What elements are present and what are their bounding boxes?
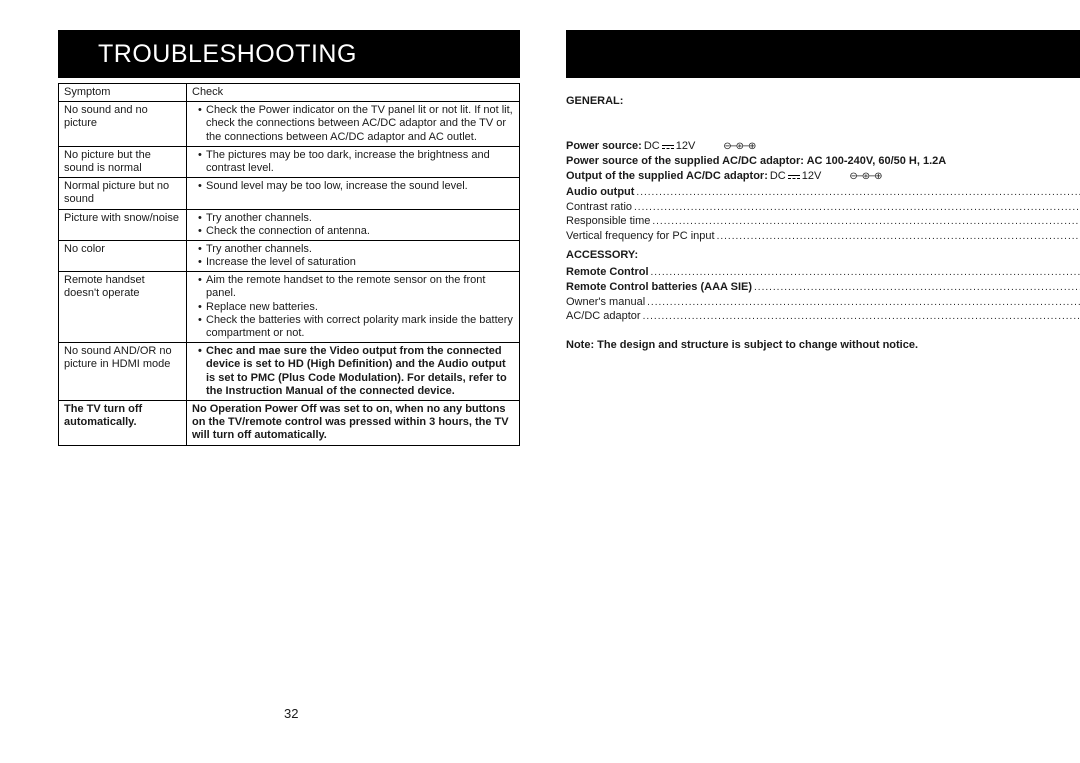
check-cell: Chec and mae sure the Video output from … — [187, 343, 520, 401]
check-item: Aim the remote handset to the remote sen… — [198, 274, 514, 300]
check-item: Increase the level of saturation — [198, 256, 514, 269]
dot-leader — [632, 201, 1080, 215]
power-source-volt: 12V — [676, 139, 696, 154]
check-item: Replace new batteries. — [198, 301, 514, 314]
adaptor-output-label: Output of the supplied AC/DC adaptor: — [566, 169, 768, 184]
spec-line: Remote Control1 pc — [566, 265, 1080, 280]
note-line: Note: The design and structure is subjec… — [566, 338, 1080, 353]
dot-leader — [715, 230, 1080, 244]
spec-line: AC/DC adaptor1 pc — [566, 309, 1080, 324]
dot-leader — [641, 310, 1080, 324]
spec-label: Remote Control — [566, 265, 649, 280]
adaptor-source-text: Power source of the supplied AC/DC adapt… — [566, 154, 946, 169]
left-column: TROUBLESHOOTING SymptomCheckNo sound and… — [58, 30, 520, 446]
symptom-cell: No sound and no picture — [59, 102, 187, 147]
check-item: The pictures may be too dark, increase t… — [198, 149, 514, 175]
spec-label: Owner's manual — [566, 295, 645, 310]
spec-label: Vertical frequency for PC input — [566, 229, 715, 244]
check-item: Check the batteries with correct polarit… — [198, 314, 514, 340]
troubleshooting-table: SymptomCheckNo sound and no picture Check… — [58, 83, 520, 446]
check-item: Sound level may be too low, increase the… — [198, 180, 514, 193]
right-content: GENERAL: Power source: DC 12V ⊖─⊛─⊕ Powe… — [566, 94, 1080, 353]
table-row: No sound AND/OR no picture in HDMI modeC… — [59, 343, 520, 401]
table-row: No picture but the sound is normal The pi… — [59, 146, 520, 177]
check-cell: Aim the remote handset to the remote sen… — [187, 272, 520, 343]
dot-leader — [650, 215, 1080, 229]
table-row: The TV turn off automatically.No Operati… — [59, 400, 520, 445]
dot-leader — [752, 281, 1080, 295]
right-column: GENERAL: Power source: DC 12V ⊖─⊛─⊕ Powe… — [566, 30, 1080, 446]
symptom-cell: No color — [59, 240, 187, 271]
spec-line: Contrast ratio400:1 — [566, 200, 1080, 215]
page-number: 32 — [284, 706, 298, 721]
spec-label: AC/DC adaptor — [566, 309, 641, 324]
check-cell: Check the Power indicator on the TV pane… — [187, 102, 520, 147]
header-troubleshooting: TROUBLESHOOTING — [58, 30, 520, 78]
check-cell: Sound level may be too low, increase the… — [187, 178, 520, 209]
check-cell: Try another channels.Increase the level … — [187, 240, 520, 271]
spec-line: Owner's manual1 set — [566, 295, 1080, 310]
header-blank — [566, 30, 1080, 78]
table-row: Remote handset doesn't operate Aim the re… — [59, 272, 520, 343]
check-cell: No Operation Power Off was set to on, wh… — [187, 400, 520, 445]
table-header-check: Check — [187, 84, 520, 102]
spec-adaptor-source: Power source of the supplied AC/DC adapt… — [566, 154, 1080, 169]
dc-symbol-icon — [788, 175, 800, 179]
spec-line: Remote Control batteries (AAA SIE)2 pcs — [566, 280, 1080, 295]
symptom-cell: Normal picture but no sound — [59, 178, 187, 209]
spec-power-source: Power source: DC 12V ⊖─⊛─⊕ — [566, 139, 1080, 155]
check-item: Check the Power indicator on the TV pane… — [198, 104, 514, 144]
check-item: Check the connection of antenna. — [198, 225, 514, 238]
table-row: Normal picture but no sound Sound level m… — [59, 178, 520, 209]
dot-leader — [634, 186, 1080, 200]
dc-symbol-icon — [662, 145, 674, 149]
symptom-cell: The TV turn off automatically. — [59, 400, 187, 445]
polarity-icon: ⊖─⊛─⊕ — [723, 141, 755, 155]
page-root: TROUBLESHOOTING SymptomCheckNo sound and… — [0, 0, 1080, 446]
spec-line: Audio output3 Watts 2 — [566, 185, 1080, 200]
polarity-icon: ⊖─⊛─⊕ — [849, 171, 881, 185]
symptom-cell: No sound AND/OR no picture in HDMI mode — [59, 343, 187, 401]
spec-line: Responsible time8ms — [566, 214, 1080, 229]
check-item: Chec and mae sure the Video output from … — [198, 345, 514, 398]
check-cell: Try another channels.Check the connectio… — [187, 209, 520, 240]
dot-leader — [649, 266, 1080, 280]
table-row: No sound and no picture Check the Power i… — [59, 102, 520, 147]
general-specs: Audio output3 Watts 2Contrast ratio400:1… — [566, 185, 1080, 244]
symptom-cell: No picture but the sound is normal — [59, 146, 187, 177]
adaptor-output-dc: DC — [770, 169, 786, 184]
spec-adaptor-output: Output of the supplied AC/DC adaptor: DC… — [566, 169, 1080, 185]
accessory-title: ACCESSORY: — [566, 248, 1080, 263]
spec-label: Audio output — [566, 185, 634, 200]
symptom-cell: Remote handset doesn't operate — [59, 272, 187, 343]
check-item: Try another channels. — [198, 212, 514, 225]
table-row: Picture with snow/noiseTry another chann… — [59, 209, 520, 240]
table-row: No colorTry another channels.Increase th… — [59, 240, 520, 271]
power-source-dc: DC — [644, 139, 660, 154]
adaptor-output-volt: 12V — [802, 169, 822, 184]
table-header-symptom: Symptom — [59, 84, 187, 102]
accessory-items: Remote Control1 pcRemote Control batteri… — [566, 265, 1080, 324]
power-source-label: Power source: — [566, 139, 642, 154]
spec-label: Responsible time — [566, 214, 650, 229]
dot-leader — [645, 296, 1080, 310]
spec-line: Vertical frequency for PC input60-70Hz — [566, 229, 1080, 244]
spec-label: Contrast ratio — [566, 200, 632, 215]
check-item: Try another channels. — [198, 243, 514, 256]
symptom-cell: Picture with snow/noise — [59, 209, 187, 240]
general-title: GENERAL: — [566, 94, 1080, 109]
spec-label: Remote Control batteries (AAA SIE) — [566, 280, 752, 295]
check-cell: The pictures may be too dark, increase t… — [187, 146, 520, 177]
